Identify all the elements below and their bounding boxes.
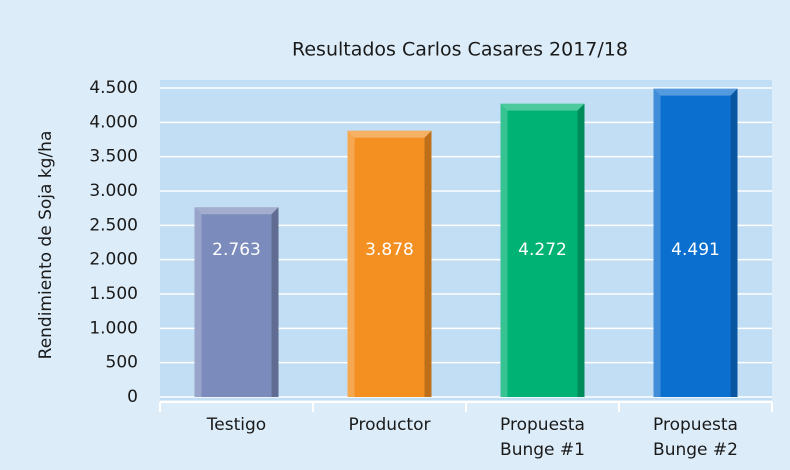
x-tick-label: Productor: [349, 415, 431, 435]
bar-bevel-left: [653, 88, 661, 398]
bar-bevel-top: [653, 88, 738, 96]
y-tick-label: 2.000: [89, 250, 138, 270]
y-tick-label: 2.500: [89, 215, 138, 235]
value-label: 3.878: [365, 240, 414, 260]
y-axis-label: Rendimiento de Soja kg/ha: [36, 131, 56, 360]
value-label: 4.491: [671, 240, 720, 260]
y-tick-label: 1.500: [89, 284, 138, 304]
bar-bevel-top: [500, 103, 585, 111]
bar: [500, 103, 585, 397]
bar-bevel-right: [730, 88, 738, 398]
bar-bevel-right: [424, 130, 432, 397]
x-tick-label: Propuesta Bunge #1: [500, 415, 585, 460]
bar: [653, 88, 738, 398]
bar: [194, 207, 279, 397]
bar: [347, 130, 432, 397]
chart-title: Resultados Carlos Casares 2017/18: [292, 39, 628, 61]
y-tick-label: 0: [127, 387, 138, 407]
value-label: 4.272: [518, 240, 567, 260]
bar-bevel-left: [347, 130, 355, 397]
bar-bevel-left: [500, 103, 508, 397]
bar-bevel-right: [577, 103, 585, 397]
y-tick-label: 1.000: [89, 318, 138, 338]
y-tick-label: 500: [106, 353, 138, 373]
value-label: 2.763: [212, 240, 261, 260]
bar-bevel-top: [194, 207, 279, 215]
bar-bevel-top: [347, 130, 432, 138]
x-tick-label: Propuesta Bunge #2: [653, 415, 738, 460]
bar-bevel-left: [194, 207, 202, 397]
y-tick-label: 3.000: [89, 181, 138, 201]
x-tick-label: Testigo: [206, 415, 266, 435]
y-tick-label: 3.500: [89, 147, 138, 167]
y-tick-label: 4.000: [89, 112, 138, 132]
y-tick-label: 4.500: [89, 78, 138, 98]
bar-bevel-right: [271, 207, 279, 397]
